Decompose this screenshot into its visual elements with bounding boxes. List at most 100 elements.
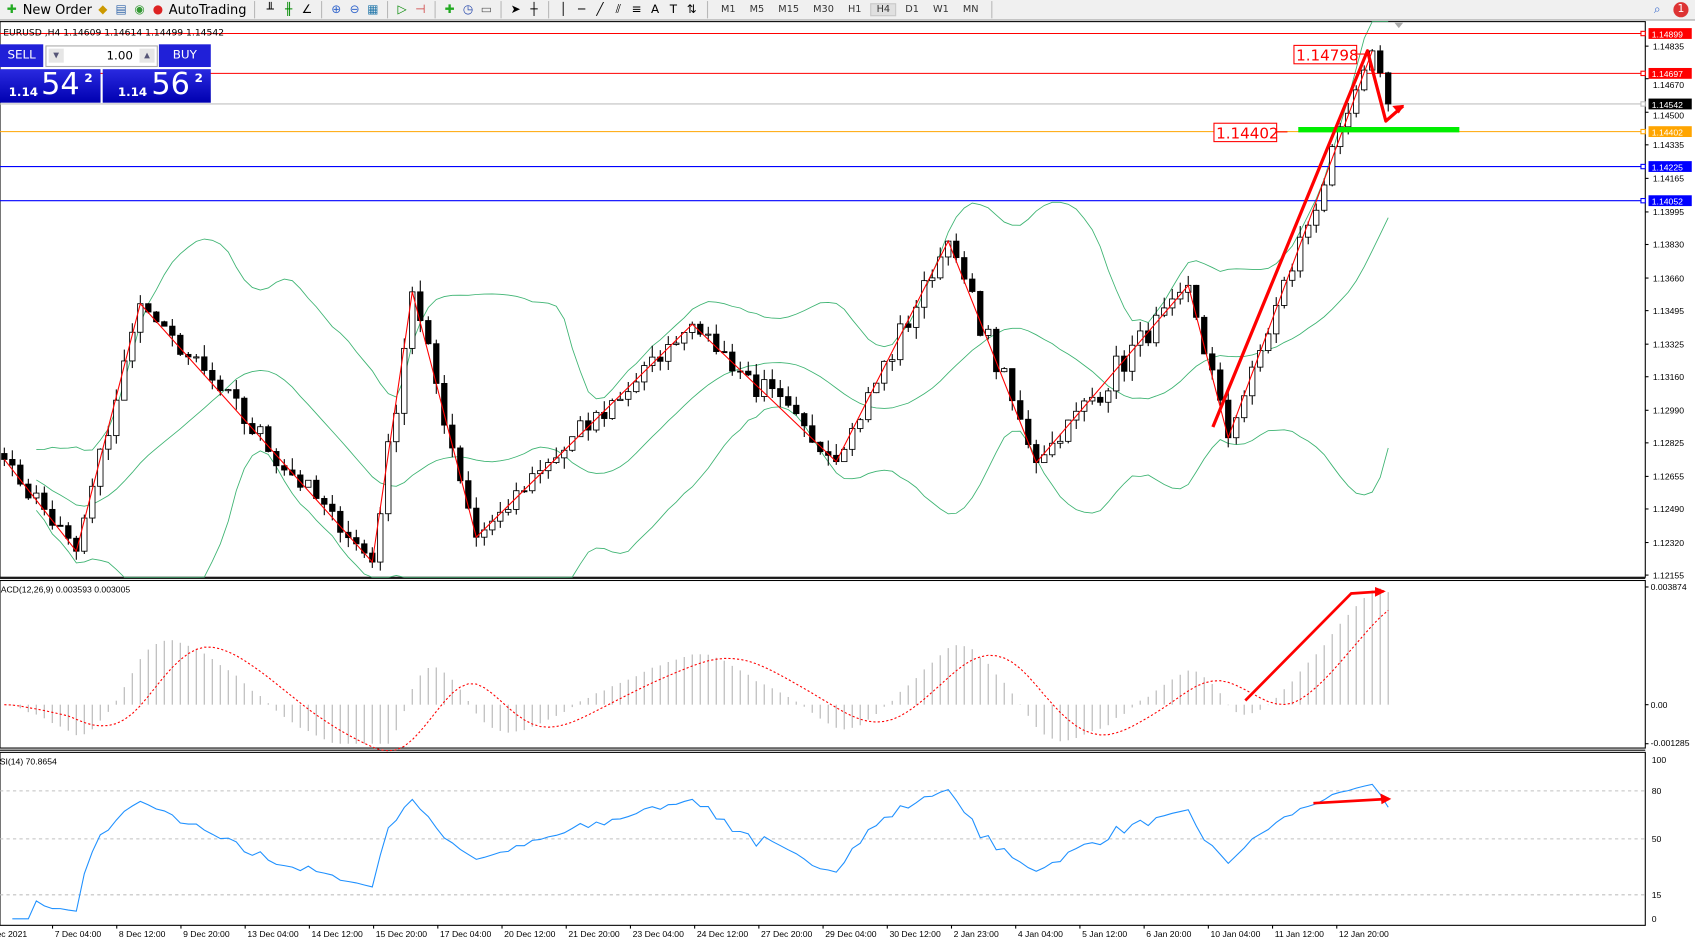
candle (313, 475, 320, 500)
buy-price[interactable]: 1.14 56 2 (102, 66, 211, 103)
timeframe-m5[interactable]: M5 (749, 4, 765, 16)
candle (193, 354, 200, 363)
bull-candle-body (625, 391, 632, 400)
price-annotation-box (1293, 44, 1358, 65)
line-chart-icon[interactable]: ∠ (301, 2, 313, 17)
bull-candle-body (1345, 112, 1352, 128)
candle (1097, 391, 1104, 406)
candle (305, 479, 312, 488)
arrow-head-icon (1380, 793, 1392, 805)
horizontal-line-icon[interactable]: ─ (577, 2, 586, 17)
timeframe-m1[interactable]: M1 (721, 4, 736, 16)
bull-candle-body (1281, 279, 1288, 306)
new-order-button[interactable]: New Order (22, 2, 92, 18)
bull-candle-body (913, 306, 920, 328)
bear-candle-body (41, 492, 48, 510)
timeframe-m30[interactable]: M30 (813, 4, 834, 16)
buy-button[interactable]: BUY (158, 44, 211, 68)
bear-candle-body (169, 325, 176, 336)
rsi-tick-label: 80 (1652, 786, 1662, 796)
bull-candle-body (857, 419, 864, 429)
signals-icon[interactable]: ◉ (134, 2, 145, 17)
bull-candle-body (1129, 344, 1136, 372)
cursor-icon[interactable]: ➤ (510, 2, 521, 17)
candle (329, 495, 336, 521)
candlestick-icon[interactable]: ╫ (285, 2, 293, 17)
timeframe-mn[interactable]: MN (962, 4, 979, 16)
fibonacci-icon[interactable]: ≡ (631, 2, 642, 17)
sell-price[interactable]: 1.14 54 2 (0, 66, 101, 103)
rsi-line (12, 783, 1389, 920)
x-tick-label: 12 Jan 20:00 (1339, 929, 1389, 939)
text-label-icon[interactable]: T (669, 2, 678, 17)
candle (633, 373, 640, 394)
x-tick-label: 9 Dec 20:00 (183, 929, 230, 939)
lot-value[interactable]: 1.00 (106, 48, 133, 63)
bollinger-lower (35, 406, 1389, 578)
timeframe-h1[interactable]: H1 (847, 4, 862, 16)
candle (729, 343, 736, 376)
x-tick-label: 7 Dec 04:00 (55, 929, 102, 939)
crosshair-icon[interactable]: ┼ (530, 2, 538, 17)
candle (1217, 362, 1224, 411)
bull-candle-body (577, 420, 584, 438)
candle (265, 424, 272, 453)
candle (57, 516, 64, 527)
bull-candle-body (945, 240, 952, 258)
candle (1377, 45, 1384, 78)
bear-candle-body (1145, 330, 1152, 344)
bear-candle-body (1377, 50, 1384, 74)
timeframe-h4[interactable]: H4 (870, 3, 897, 17)
timeframe-w1[interactable]: W1 (932, 4, 949, 16)
zoom-out-icon[interactable]: ⊖ (349, 2, 360, 17)
candle (89, 478, 96, 524)
timeframe-d1[interactable]: D1 (905, 4, 919, 16)
templates-icon[interactable]: ▭ (480, 2, 493, 17)
lot-size-field[interactable]: ▼ 1.00 ▲ (45, 45, 158, 68)
bull-candle-body (105, 435, 112, 450)
candle (321, 495, 328, 516)
vertical-line-icon[interactable]: │ (559, 2, 567, 17)
autoscroll-icon[interactable]: ▷ (397, 2, 407, 17)
trend-arrow-drawing (1211, 49, 1405, 428)
lot-increase-button[interactable]: ▲ (139, 48, 155, 63)
bear-candle-body (1209, 353, 1216, 371)
y-tick-label: 1.12825 (1653, 438, 1684, 448)
candle (657, 350, 664, 371)
candle (761, 369, 768, 402)
price-tag (1648, 67, 1692, 79)
lot-decrease-button[interactable]: ▼ (48, 48, 64, 63)
equidistant-channel-icon[interactable]: ⫽ (615, 2, 621, 17)
candle (961, 251, 968, 284)
notification-badge[interactable]: 1 (1673, 2, 1689, 18)
trendline-icon[interactable]: ╱ (596, 2, 604, 17)
price-tag (1648, 126, 1692, 138)
text-icon[interactable]: A (650, 2, 660, 17)
terminal-icon[interactable]: ▤ (115, 2, 127, 17)
candle (857, 417, 864, 433)
timeframe-m15[interactable]: M15 (778, 4, 800, 16)
bull-candle-body (377, 513, 384, 563)
tile-windows-icon[interactable]: ▦ (367, 2, 379, 17)
metaeditor-icon[interactable]: ◆ (98, 2, 108, 17)
sell-button[interactable]: SELL (0, 44, 44, 68)
zoom-in-icon[interactable]: ⊕ (331, 2, 342, 17)
bull-candle-body (1249, 366, 1256, 397)
search-icon[interactable]: ⌕ (1653, 2, 1661, 17)
autotrading-button[interactable]: AutoTrading (168, 2, 247, 18)
candle (793, 396, 800, 416)
bull-candle-body (873, 382, 880, 394)
indicators-icon[interactable]: ✚ (444, 2, 455, 17)
chart-shift-icon[interactable]: ⊣ (415, 2, 426, 17)
periods-icon[interactable]: ◷ (462, 2, 474, 17)
candle (201, 345, 208, 376)
bull-candle-body (1041, 454, 1048, 464)
y-tick-label: 1.12655 (1653, 472, 1684, 482)
bull-candle-body (1105, 390, 1112, 403)
arrows-icon[interactable]: ⇅ (686, 2, 697, 17)
bar-chart-icon[interactable]: ╨ (266, 2, 274, 17)
bear-candle-body (961, 257, 968, 280)
candle (577, 416, 584, 438)
bear-candle-body (729, 351, 736, 372)
